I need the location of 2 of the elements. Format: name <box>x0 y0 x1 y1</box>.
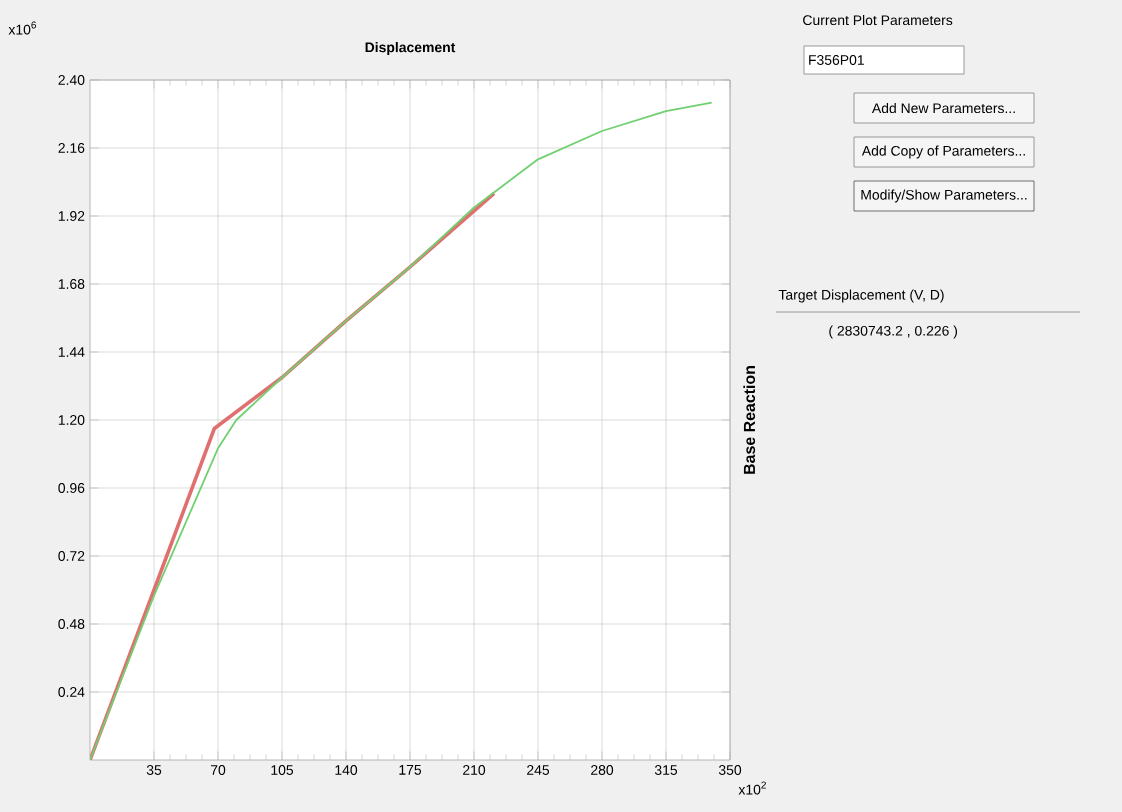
line-series <box>90 191 496 760</box>
line-series <box>90 101 713 760</box>
